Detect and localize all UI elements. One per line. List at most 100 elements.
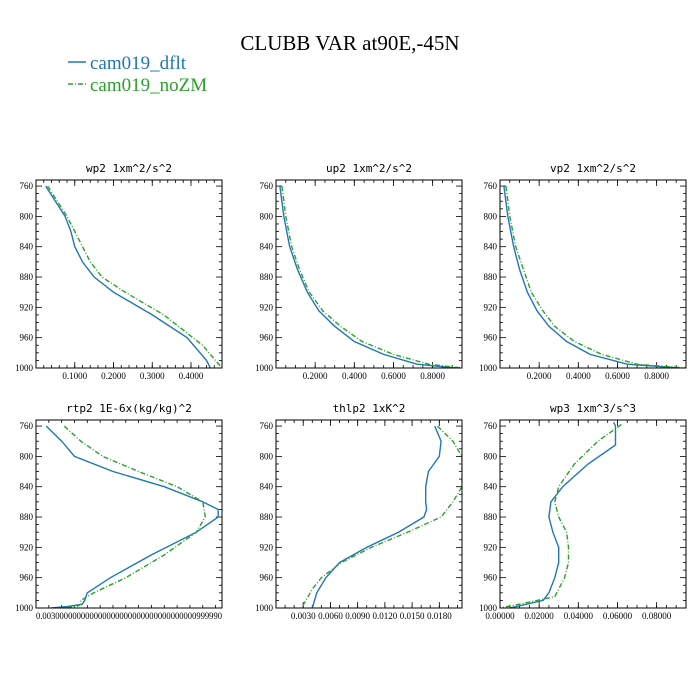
y-tick-label: 1000: [15, 363, 34, 373]
panel-title: thlp2 1xK^2: [333, 402, 406, 415]
plot-frame: [499, 419, 687, 609]
panel-2: vp2 1xm^2/s^2 760 800 840 880 920 960 1000 0.200…: [479, 162, 687, 381]
x-tick-label: 0.6000: [381, 371, 406, 381]
y-tick-label: 840: [260, 482, 274, 492]
y-tick-label: 800: [260, 451, 274, 461]
series-line-nozm: [500, 423, 622, 608]
x-tick-label: 0.3000: [140, 371, 165, 381]
y-tick-label: 840: [20, 482, 34, 492]
y-tick-label: 760: [20, 421, 34, 431]
figure-title: CLUBB VAR at90E,-45N: [240, 31, 459, 55]
series-line-dflt: [509, 421, 617, 608]
y-tick-label: 760: [484, 421, 498, 431]
x-tick-label: 0.0150: [400, 611, 425, 621]
y-tick-label: 920: [260, 302, 274, 312]
series-line-dflt: [45, 185, 212, 368]
y-tick-label: 1000: [255, 603, 274, 613]
legend-label-nozm: cam019_noZM: [90, 75, 207, 96]
series-line-dflt: [45, 425, 219, 608]
y-tick-label: 920: [484, 542, 498, 552]
y-tick-label: 920: [20, 542, 34, 552]
x-tick-label: 0.4000: [342, 371, 367, 381]
legend: cam019_dflt cam019_noZM: [68, 53, 207, 96]
y-tick-label: 800: [484, 451, 498, 461]
y-tick-label: 920: [20, 302, 34, 312]
y-tick-label: 800: [484, 211, 498, 221]
x-tick-label-overlapped: 0.00300000000000000000000000000000000099…: [36, 611, 222, 621]
y-tick-label: 840: [484, 242, 498, 252]
y-tick-label: 960: [20, 573, 34, 583]
plot-frame: [499, 179, 687, 369]
y-tick-label: 960: [260, 573, 274, 583]
y-tick-label: 880: [484, 272, 498, 282]
y-tick-label: 760: [260, 181, 274, 191]
legend-label-dflt: cam019_dflt: [90, 53, 187, 74]
y-tick-label: 880: [20, 272, 34, 282]
panel-title: wp3 1xm^3/s^3: [550, 402, 636, 415]
x-tick-label: 0.0180: [427, 611, 452, 621]
plot-frame: [275, 179, 463, 369]
panel-grid: wp2 1xm^2/s^2 760 800 840 880 920 960 1000 0.100…: [15, 162, 687, 621]
plot-frame: [35, 419, 223, 609]
x-tick-label: 0.2000: [101, 371, 126, 381]
y-tick-label: 920: [484, 302, 498, 312]
series-line-dflt: [279, 186, 457, 368]
series-line-nozm: [300, 425, 462, 608]
panel-title: wp2 1xm^2/s^2: [86, 162, 172, 175]
x-tick-label: 0.8000: [420, 371, 445, 381]
y-tick-label: 1000: [255, 363, 274, 373]
panel-0: wp2 1xm^2/s^2 760 800 840 880 920 960 1000 0.100…: [15, 162, 223, 381]
panel-title: rtp2 1E-6x(kg/kg)^2: [66, 402, 192, 415]
y-tick-label: 920: [260, 542, 274, 552]
series-line-nozm: [505, 186, 686, 368]
x-tick-label: 0.0090: [345, 611, 370, 621]
x-tick-label: 0.04000: [564, 611, 594, 621]
y-tick-label: 800: [20, 451, 34, 461]
y-tick-label: 880: [260, 512, 274, 522]
panel-3: rtp2 1E-6x(kg/kg)^2 760 800 840 880 920 960 100…: [15, 402, 223, 621]
y-tick-label: 800: [20, 211, 34, 221]
panel-1: up2 1xm^2/s^2 760 800 840 880 920 960 1000 0.200…: [255, 162, 463, 381]
y-tick-label: 840: [20, 242, 34, 252]
x-tick-label: 0.0030: [291, 611, 316, 621]
y-tick-label: 760: [260, 421, 274, 431]
y-tick-label: 960: [484, 333, 498, 343]
x-tick-label: 0.06000: [603, 611, 633, 621]
x-tick-label: 0.4000: [566, 371, 591, 381]
x-tick-label: 0.08000: [642, 611, 672, 621]
y-tick-label: 880: [484, 512, 498, 522]
x-tick-label: 0.4000: [179, 371, 204, 381]
x-tick-label: 0.0060: [318, 611, 343, 621]
y-tick-label: 960: [484, 573, 498, 583]
y-tick-label: 800: [260, 211, 274, 221]
series-line-nozm: [47, 185, 222, 368]
x-tick-label: 0.2000: [527, 371, 552, 381]
panel-title: up2 1xm^2/s^2: [326, 162, 412, 175]
y-tick-label: 840: [260, 242, 274, 252]
y-tick-label: 760: [484, 181, 498, 191]
x-tick-label: 0.0120: [373, 611, 398, 621]
series-line-dflt: [311, 425, 442, 608]
y-tick-label: 1000: [15, 603, 34, 613]
panel-5: wp3 1xm^3/s^3 760 800 840 880 920 960 10000.000…: [479, 402, 687, 621]
y-tick-label: 960: [260, 333, 274, 343]
y-tick-label: 960: [20, 333, 34, 343]
plot-frame: [35, 179, 223, 369]
x-tick-label: 0.00000: [485, 611, 515, 621]
x-tick-label: 0.8000: [644, 371, 669, 381]
y-tick-label: 1000: [479, 603, 498, 613]
panel-title: vp2 1xm^2/s^2: [550, 162, 636, 175]
y-tick-label: 1000: [479, 363, 498, 373]
x-tick-label: 0.2000: [303, 371, 328, 381]
x-tick-label: 0.6000: [605, 371, 630, 381]
series-line-nozm: [54, 425, 207, 608]
y-tick-label: 880: [20, 512, 34, 522]
plot-frame: [275, 419, 463, 609]
x-tick-label: 0.1000: [62, 371, 87, 381]
x-tick-label: 0.02000: [525, 611, 555, 621]
series-line-dflt: [503, 186, 681, 368]
y-tick-label: 760: [20, 181, 34, 191]
